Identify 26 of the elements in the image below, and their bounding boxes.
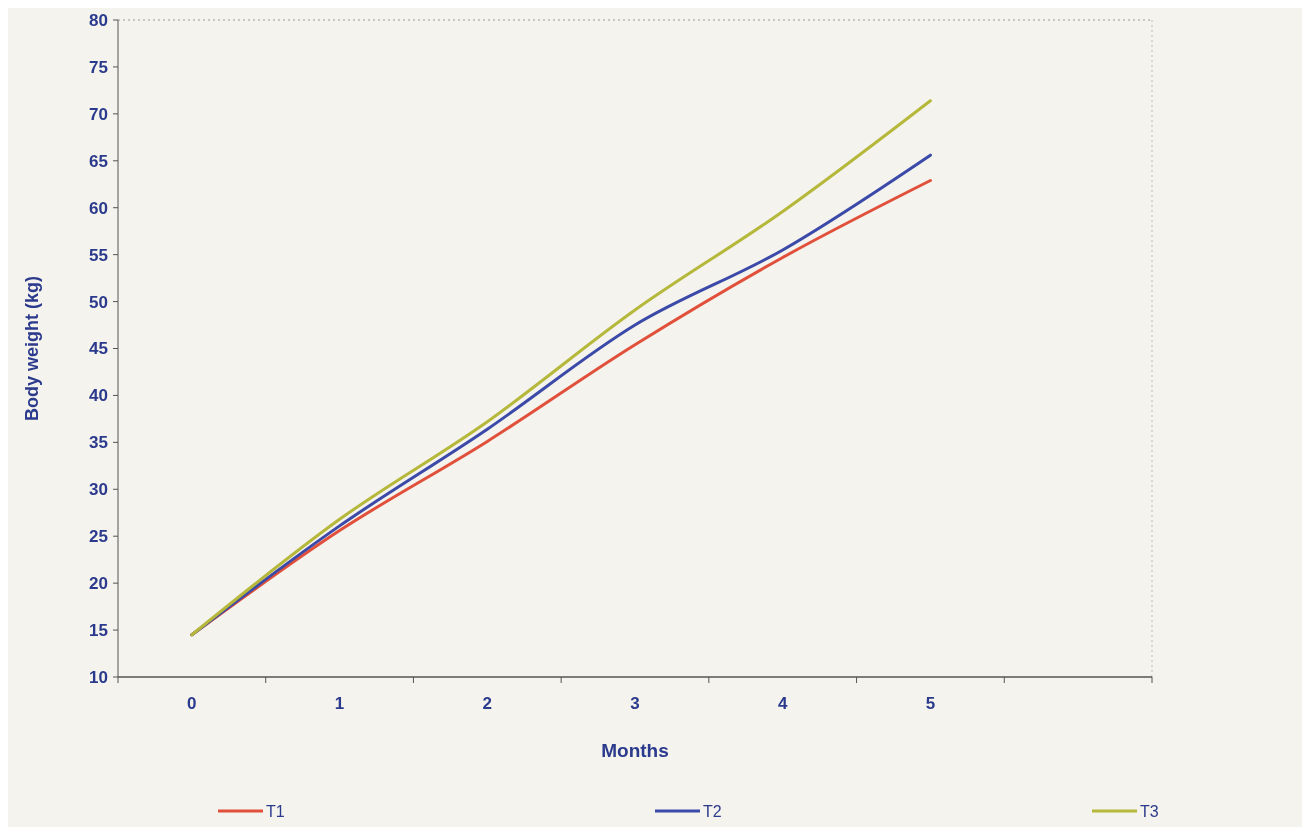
y-tick-label: 75	[89, 57, 108, 77]
y-tick-label: 50	[89, 292, 108, 312]
x-tick-label: 3	[630, 694, 640, 713]
y-tick-label: 70	[89, 104, 108, 124]
y-tick-label: 40	[89, 386, 108, 406]
x-tick-label: 1	[334, 694, 345, 713]
x-axis-title: Months	[601, 740, 669, 761]
y-tick-label: 15	[89, 621, 108, 641]
y-tick-label: 45	[89, 339, 108, 359]
y-axis-title: Body weight (kg)	[22, 276, 42, 421]
legend-label: T3	[1140, 803, 1159, 820]
x-tick-label: 4	[777, 694, 788, 713]
x-tick-label: 2	[482, 694, 493, 713]
y-tick-label: 80	[89, 10, 108, 30]
legend-label: T1	[266, 803, 285, 820]
y-tick-label: 60	[89, 198, 108, 218]
x-tick-label: 0	[187, 694, 197, 713]
legend-label: T2	[703, 803, 722, 820]
y-tick-label: 35	[89, 433, 108, 453]
y-tick-label: 25	[89, 527, 108, 547]
y-tick-label: 20	[89, 574, 108, 594]
y-tick-label: 55	[89, 245, 108, 265]
y-tick-label: 65	[89, 151, 108, 171]
y-tick-label: 10	[89, 667, 108, 687]
y-tick-label: 30	[89, 480, 108, 500]
x-tick-label: 5	[925, 694, 936, 713]
